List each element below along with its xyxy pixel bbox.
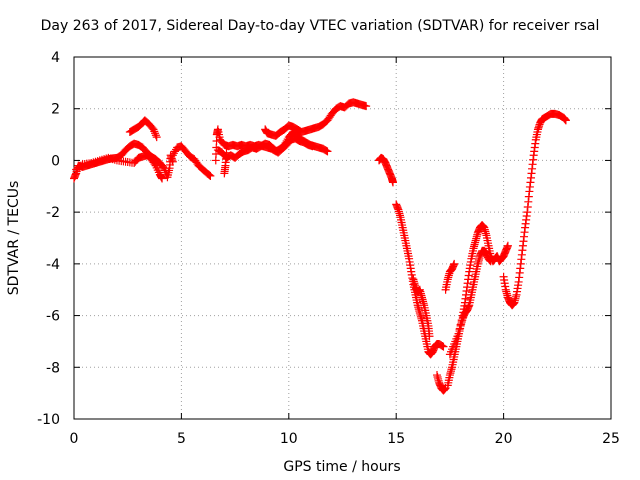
series-segment [409, 275, 434, 341]
data-point [457, 316, 466, 325]
y-tick-label: -6 [46, 309, 60, 325]
data-point [222, 148, 231, 157]
data-point [456, 320, 465, 329]
series-segment [220, 148, 231, 178]
y-tick-label: -4 [46, 257, 60, 273]
data-point [439, 342, 448, 351]
series-segment [375, 153, 397, 187]
data-point [425, 332, 434, 341]
y-tick-label: 0 [51, 153, 60, 169]
y-tick-label: 4 [51, 50, 60, 66]
x-tick-label: 15 [387, 431, 405, 447]
data-point [152, 133, 161, 142]
x-tick-label: 5 [177, 431, 186, 447]
data-point [308, 142, 317, 151]
data-point [151, 131, 160, 140]
x-tick-label: 20 [495, 431, 513, 447]
x-tick-label: 10 [280, 431, 298, 447]
data-point [158, 174, 167, 183]
y-tick-label: 2 [51, 102, 60, 118]
data-point [561, 116, 570, 125]
plot-frame [73, 56, 612, 420]
tick-layer: 0 5 10 15 20 25 -10 -8 -6 -4 -2 0 2 4 [37, 50, 620, 447]
series-segment [125, 116, 161, 142]
grid-layer [74, 57, 611, 419]
data-point [322, 146, 331, 155]
series-segment [261, 98, 371, 140]
series-segment [72, 151, 167, 183]
data-point [362, 102, 371, 111]
data-point [206, 171, 215, 180]
x-tick-label: 25 [602, 431, 620, 447]
data-point [454, 329, 463, 338]
data-point [503, 241, 512, 250]
data-point [388, 178, 397, 187]
data-point [76, 161, 85, 170]
series-segment [433, 371, 450, 395]
y-tick-label: -8 [46, 360, 60, 376]
series-segment [392, 200, 448, 359]
data-point [151, 129, 160, 138]
data-point [455, 325, 464, 334]
y-tick-label: -2 [46, 205, 60, 221]
series-segment [445, 221, 512, 359]
data-point [150, 127, 159, 136]
data-point [205, 171, 214, 180]
series-segment [441, 259, 459, 294]
data-point [450, 259, 459, 268]
chart-title: Day 263 of 2017, Sidereal Day-to-day VTE… [40, 18, 600, 34]
x-tick-label: 0 [70, 431, 79, 447]
data-point [438, 341, 447, 350]
series-segment [168, 142, 215, 180]
data-point [159, 162, 168, 171]
y-axis-label: SDTVAR / TECUs [6, 181, 22, 296]
y-tick-label: -10 [37, 412, 60, 428]
data-layer [70, 98, 570, 395]
x-axis-label: GPS time / hours [283, 459, 400, 475]
data-point [323, 147, 332, 156]
series-segment [499, 109, 570, 310]
data-point [204, 170, 213, 179]
data-point [149, 125, 158, 134]
